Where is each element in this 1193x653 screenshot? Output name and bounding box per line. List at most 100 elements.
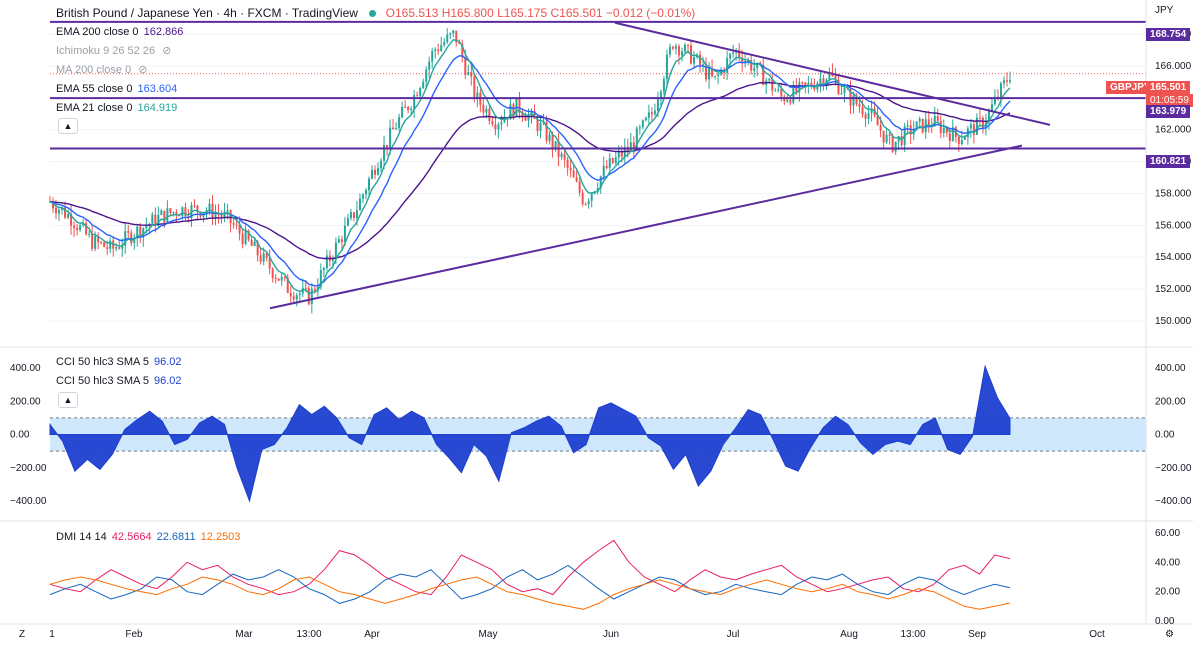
legend-ma200[interactable]: MA 200 close 0 ⊘ (56, 64, 148, 76)
candle-body (491, 120, 494, 125)
candle-body (133, 237, 136, 244)
cci-tick-label: 400.00 (1155, 363, 1186, 374)
legend-cci-2[interactable]: CCI 50 hlc3 SMA 5 96.02 (56, 375, 182, 387)
candle-body (181, 207, 184, 216)
candle-body (870, 108, 873, 114)
candle-body (608, 158, 611, 169)
time-tick-label: Apr (364, 629, 380, 640)
candle-body (512, 104, 515, 117)
candle-body (885, 134, 888, 143)
candle-body (337, 239, 340, 243)
candle-body (241, 233, 244, 244)
legend-ema200[interactable]: EMA 200 close 0 162.866 (56, 26, 184, 38)
candle-body (711, 68, 714, 77)
candle-body (605, 165, 608, 169)
cci-tick-label-left: 200.00 (10, 396, 41, 407)
collapse-legend-button[interactable]: ▲ (58, 118, 78, 134)
candle-body (458, 42, 461, 44)
cci-tick-label: −400.00 (1155, 496, 1192, 507)
candle-body (280, 276, 283, 281)
candle-body (121, 245, 124, 249)
candle-body (340, 239, 343, 242)
currency-label[interactable]: JPY (1155, 5, 1174, 16)
candle-body (693, 57, 696, 64)
dmi-series-2 (49, 576, 1011, 610)
candle-body (292, 296, 295, 300)
candle-body (948, 133, 951, 142)
candle-body (864, 114, 867, 119)
candle-body (801, 82, 804, 84)
cci-tick-label-left: −400.00 (10, 496, 47, 507)
candle-body (665, 54, 668, 79)
cci-pane (49, 364, 1146, 503)
candle-body (837, 79, 840, 94)
candle-body (437, 49, 440, 51)
candle-body (163, 210, 166, 223)
candle-body (518, 97, 521, 113)
legend-ema55[interactable]: EMA 55 close 0 163.604 (56, 83, 178, 95)
candle-body (650, 112, 653, 115)
candle-body (981, 117, 984, 129)
candle-body (398, 117, 401, 129)
candle-body (560, 153, 563, 157)
candle-body (602, 165, 605, 177)
candle-body (109, 240, 112, 249)
dmi-tick-label: 20.00 (1155, 587, 1180, 598)
legend-cci-1[interactable]: CCI 50 hlc3 SMA 5 96.02 (56, 356, 182, 368)
candle-body (211, 203, 214, 219)
legend-ichimoku[interactable]: Ichimoku 9 26 52 26 ⊘ (56, 45, 172, 57)
candle-body (777, 89, 780, 91)
candle-body (196, 205, 199, 212)
candle-body (629, 142, 632, 151)
dmi-tick-label: 40.00 (1155, 557, 1180, 568)
candle-body (232, 223, 235, 225)
candle-body (939, 120, 942, 134)
legend-ema21[interactable]: EMA 21 close 0 164.919 (56, 102, 178, 114)
candle-body (620, 151, 623, 157)
price-tick-label: 150.000 (1155, 316, 1192, 327)
candle-body (539, 122, 542, 132)
candle-body (683, 44, 686, 52)
candle-body (428, 61, 431, 70)
candle-body (957, 136, 960, 145)
candle-body (879, 125, 882, 131)
legend-dmi[interactable]: DMI 14 14 42.5664 22.6811 12.2503 (56, 531, 241, 543)
candle-body (587, 200, 590, 205)
candle-body (380, 160, 383, 169)
eye-off-icon[interactable]: ⊘ (138, 64, 148, 76)
candle-body (632, 142, 635, 149)
candle-body (852, 95, 855, 106)
candle-body (172, 212, 175, 214)
candle-body (969, 124, 972, 129)
candle-body (346, 218, 349, 226)
grid (50, 33, 1146, 322)
eye-off-icon[interactable]: ⊘ (162, 45, 172, 57)
candle-body (960, 139, 963, 145)
settings-icon[interactable]: ⚙ (1165, 629, 1174, 640)
timezone-button[interactable]: Z (19, 629, 26, 640)
candle-body (699, 54, 702, 66)
candle-body (590, 193, 593, 201)
candle-body (807, 82, 810, 85)
candle-body (343, 225, 346, 242)
candle-body (756, 62, 759, 69)
candle-body (530, 111, 533, 116)
candle-body (425, 69, 428, 82)
level-tag-r1: 168.754 (1146, 28, 1191, 41)
price-tick-label: 158.000 (1155, 188, 1192, 199)
candle-body (999, 83, 1002, 99)
candle-body (927, 119, 930, 126)
candle-body (611, 158, 614, 163)
candle-body (431, 51, 434, 62)
candle-body (653, 110, 656, 115)
collapse-cci-button[interactable]: ▲ (58, 392, 78, 408)
candle-body (668, 46, 671, 55)
candle-body (545, 122, 548, 141)
candle-body (497, 124, 500, 130)
candle-body (933, 115, 936, 127)
price-tick-label: 162.000 (1155, 125, 1192, 136)
candle-body (786, 99, 789, 102)
candle-body (596, 188, 599, 192)
time-tick-label: 13:00 (296, 629, 322, 640)
